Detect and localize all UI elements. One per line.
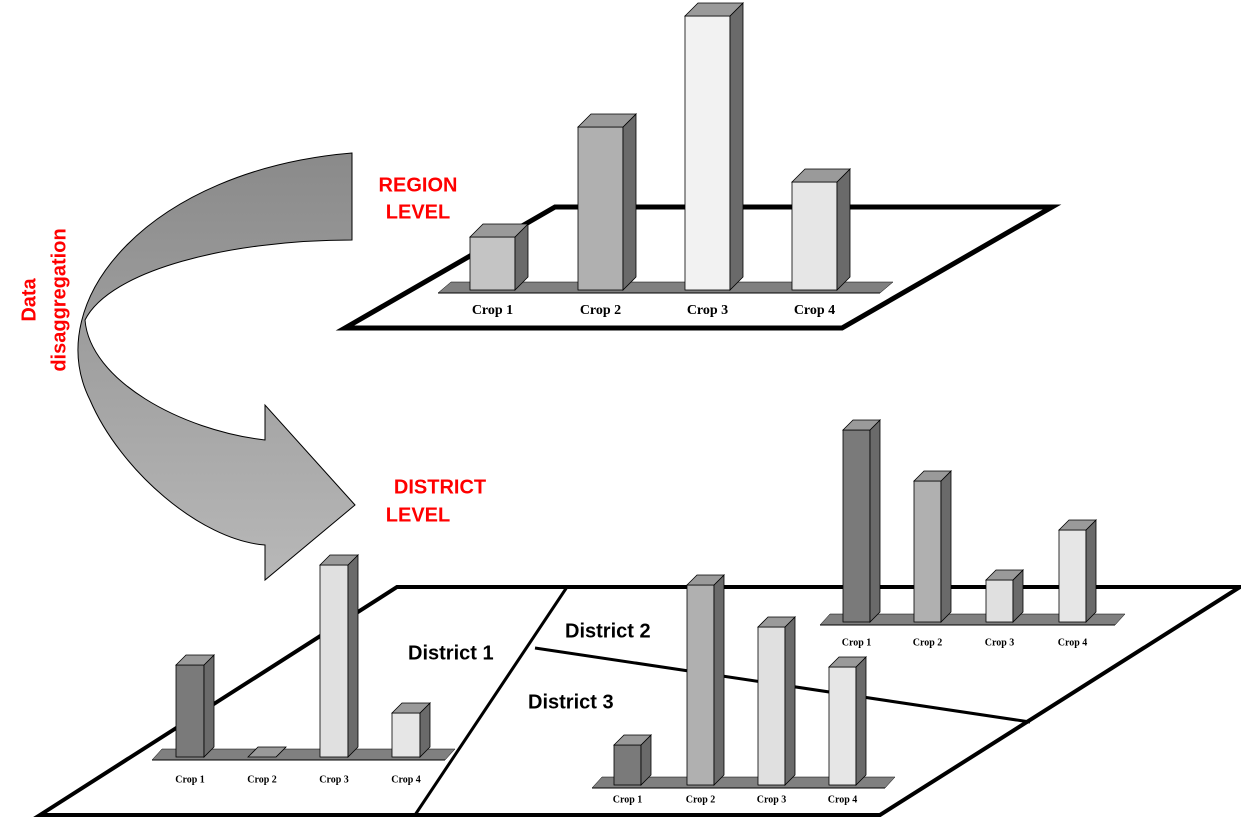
bar-side bbox=[622, 113, 637, 291]
category-label: Crop 2 bbox=[686, 794, 716, 805]
bar bbox=[686, 584, 715, 786]
bar bbox=[684, 15, 731, 291]
bar-top bbox=[319, 554, 359, 566]
category-label: Crop 2 bbox=[247, 774, 277, 785]
bar-top bbox=[175, 654, 215, 666]
category-label: Crop 2 bbox=[580, 303, 621, 318]
disaggregation-arrow bbox=[77, 152, 356, 582]
bar bbox=[913, 480, 942, 623]
bar bbox=[319, 564, 349, 758]
bar-side bbox=[347, 554, 359, 758]
bar-side bbox=[869, 419, 881, 623]
arrow-label: Data bbox=[18, 277, 40, 321]
category-label: Crop 1 bbox=[842, 637, 872, 648]
bar bbox=[613, 744, 642, 786]
region-label: REGION bbox=[379, 174, 458, 196]
bar bbox=[391, 712, 421, 758]
bar-top bbox=[985, 569, 1024, 581]
bar-side bbox=[940, 470, 952, 623]
district-name: District 3 bbox=[528, 691, 614, 713]
bar-top bbox=[757, 616, 796, 628]
category-label: Crop 3 bbox=[687, 303, 728, 318]
bar-top bbox=[1058, 519, 1097, 531]
category-label: Crop 4 bbox=[1058, 637, 1088, 648]
category-label: Crop 4 bbox=[828, 794, 858, 805]
category-label: Crop 3 bbox=[319, 774, 349, 785]
bar-side bbox=[729, 2, 744, 291]
category-label: Crop 4 bbox=[794, 303, 835, 318]
bar-side bbox=[836, 168, 851, 291]
region-label: LEVEL bbox=[386, 201, 450, 223]
bar-top bbox=[613, 734, 652, 746]
arrow-label: disaggregation bbox=[48, 228, 70, 371]
bar-side bbox=[713, 574, 725, 786]
bar-top bbox=[686, 574, 725, 586]
bar bbox=[828, 666, 857, 786]
bar-top bbox=[469, 223, 529, 238]
bar-top bbox=[577, 113, 637, 128]
bar-side bbox=[855, 656, 867, 786]
category-label: Crop 2 bbox=[913, 637, 943, 648]
bar-side bbox=[784, 616, 796, 786]
category-label: Crop 1 bbox=[613, 794, 643, 805]
category-label: Crop 1 bbox=[472, 303, 513, 318]
district-border bbox=[413, 586, 569, 816]
district-label: LEVEL bbox=[386, 504, 450, 526]
bar-top bbox=[842, 419, 881, 431]
bar bbox=[1058, 529, 1087, 623]
category-label: Crop 3 bbox=[757, 794, 787, 805]
bar-top bbox=[684, 2, 744, 17]
category-label: Crop 4 bbox=[391, 774, 421, 785]
bar bbox=[842, 429, 871, 623]
charts: Crop 1 Crop 2 Crop 3 Crop 4 Crop 1 Crop 2 Crop… bbox=[151, 2, 1126, 805]
bar-top bbox=[913, 470, 952, 482]
bar bbox=[577, 126, 624, 291]
bar-side bbox=[1085, 519, 1097, 623]
district-name: District 2 bbox=[565, 620, 651, 642]
category-label: Crop 3 bbox=[985, 637, 1015, 648]
bar-top bbox=[391, 702, 431, 714]
bar bbox=[791, 181, 838, 291]
bar bbox=[175, 664, 205, 758]
bar-side bbox=[203, 654, 215, 758]
bar bbox=[985, 579, 1014, 623]
district-name: District 1 bbox=[408, 642, 494, 664]
bar-top bbox=[247, 746, 287, 758]
district-label: DISTRICT bbox=[394, 476, 486, 498]
bar-top bbox=[828, 656, 867, 668]
bar-top bbox=[791, 168, 851, 183]
bar bbox=[757, 626, 786, 786]
bar bbox=[469, 236, 516, 291]
category-label: Crop 1 bbox=[175, 774, 205, 785]
